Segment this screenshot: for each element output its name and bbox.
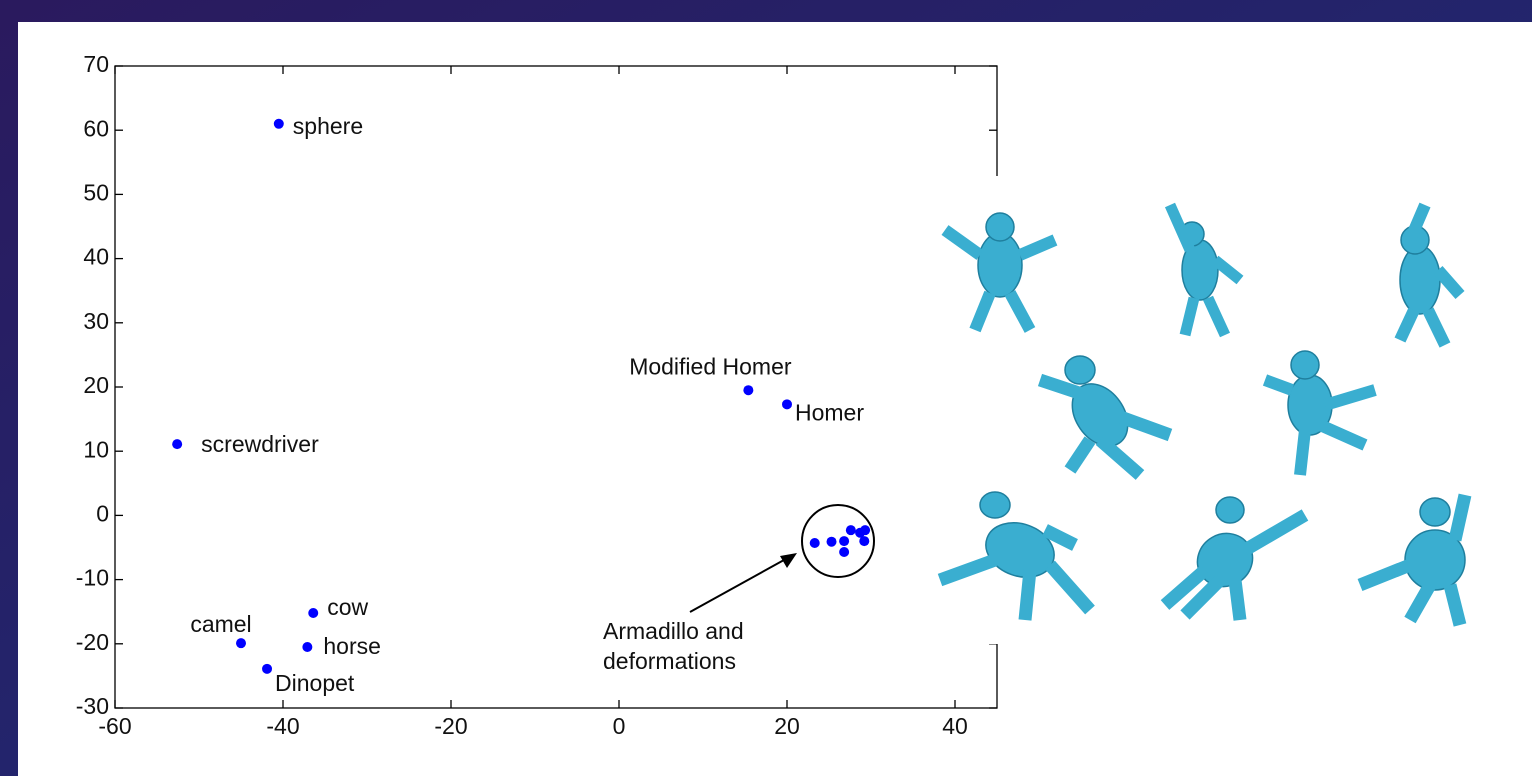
point-label: Dinopet [275, 670, 355, 696]
point-label: sphere [293, 113, 363, 139]
y-tick-label: 70 [83, 51, 109, 77]
point [839, 547, 849, 557]
point-label: screwdriver [201, 431, 319, 457]
point [782, 399, 792, 409]
point [236, 638, 246, 648]
y-tick-label: 60 [83, 115, 109, 141]
point-label: camel [190, 611, 251, 637]
x-tick-label: -40 [266, 713, 299, 739]
point [860, 525, 870, 535]
point [810, 538, 820, 548]
point-label: Modified Homer [629, 353, 792, 379]
slide: -60-40-2002040-30-20-10010203040506070sp… [0, 0, 1532, 776]
point [308, 608, 318, 618]
point [262, 664, 272, 674]
y-tick-label: -20 [76, 629, 109, 655]
point-label: horse [323, 633, 381, 659]
x-tick-label: 40 [942, 713, 968, 739]
y-tick-label: -30 [76, 693, 109, 719]
point [846, 525, 856, 535]
annotation: Armadillo and [603, 618, 744, 644]
y-tick-label: 10 [83, 436, 109, 462]
point-label: Homer [795, 399, 864, 425]
y-tick-label: 40 [83, 244, 109, 270]
point [743, 385, 753, 395]
annotation: deformations [603, 648, 736, 674]
armadillo-images [940, 176, 1532, 644]
point-label: cow [327, 594, 368, 620]
point [827, 537, 837, 547]
y-tick-label: 50 [83, 179, 109, 205]
point [859, 536, 869, 546]
x-tick-label: -20 [434, 713, 467, 739]
point [839, 536, 849, 546]
page: {"chart_data": {"type": "scatter", "x": … [0, 0, 1532, 776]
y-tick-label: 0 [96, 500, 109, 526]
y-tick-label: 20 [83, 372, 109, 398]
x-tick-label: 20 [774, 713, 800, 739]
y-tick-label: 30 [83, 308, 109, 334]
y-tick-label: -10 [76, 565, 109, 591]
x-tick-label: 0 [613, 713, 626, 739]
point [302, 642, 312, 652]
point [172, 439, 182, 449]
point [274, 119, 284, 129]
